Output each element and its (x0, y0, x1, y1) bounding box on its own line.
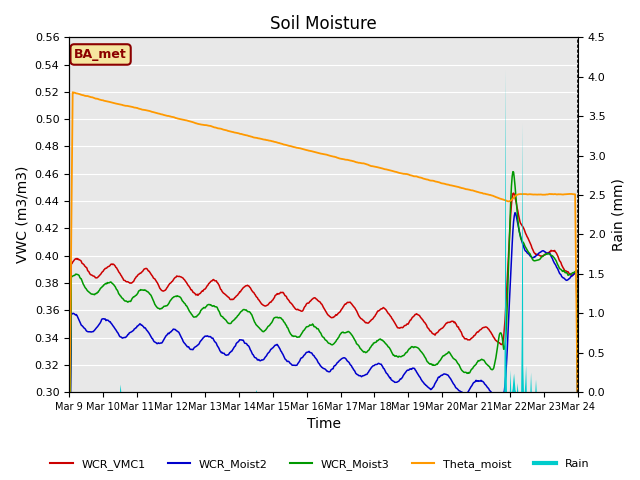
Y-axis label: VWC (m3/m3): VWC (m3/m3) (15, 166, 29, 264)
X-axis label: Time: Time (307, 418, 340, 432)
Title: Soil Moisture: Soil Moisture (270, 15, 377, 33)
Y-axis label: Rain (mm): Rain (mm) (611, 178, 625, 251)
Legend: WCR_VMC1, WCR_Moist2, WCR_Moist3, Theta_moist, Rain: WCR_VMC1, WCR_Moist2, WCR_Moist3, Theta_… (46, 455, 594, 474)
Text: BA_met: BA_met (74, 48, 127, 61)
